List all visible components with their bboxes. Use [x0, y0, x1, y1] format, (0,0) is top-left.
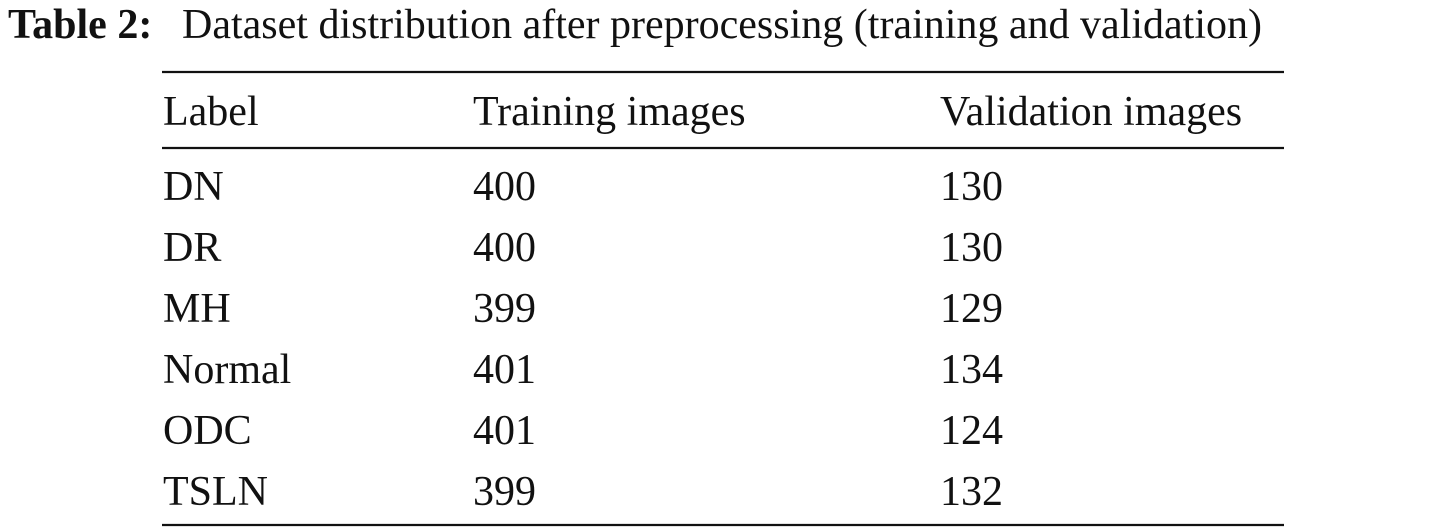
table-cell: 132: [940, 469, 1003, 515]
table-cell: 130: [940, 164, 1003, 210]
table-cell: MH: [163, 286, 231, 332]
header-cell: Label: [163, 89, 259, 135]
table-cell: 124: [940, 408, 1003, 454]
table-cell: 134: [940, 347, 1003, 393]
table-cell: 400: [473, 225, 536, 271]
table-cell: 400: [473, 164, 536, 210]
caption-text: Dataset distribution after preprocessing…: [182, 2, 1262, 48]
header-cell: Training images: [473, 89, 746, 135]
table-cell: 401: [473, 347, 536, 393]
table-cell: 401: [473, 408, 536, 454]
caption-label: Table 2:: [8, 2, 152, 48]
table-cell: 399: [473, 286, 536, 332]
table-cell: DN: [163, 164, 224, 210]
table-cell: 130: [940, 225, 1003, 271]
header-cell: Validation images: [940, 89, 1242, 135]
table-cell: 399: [473, 469, 536, 515]
table-cell: 129: [940, 286, 1003, 332]
table-cell: Normal: [163, 347, 291, 393]
table-cell: TSLN: [163, 469, 268, 515]
table-cell: DR: [163, 225, 221, 271]
table-cell: ODC: [163, 408, 252, 454]
